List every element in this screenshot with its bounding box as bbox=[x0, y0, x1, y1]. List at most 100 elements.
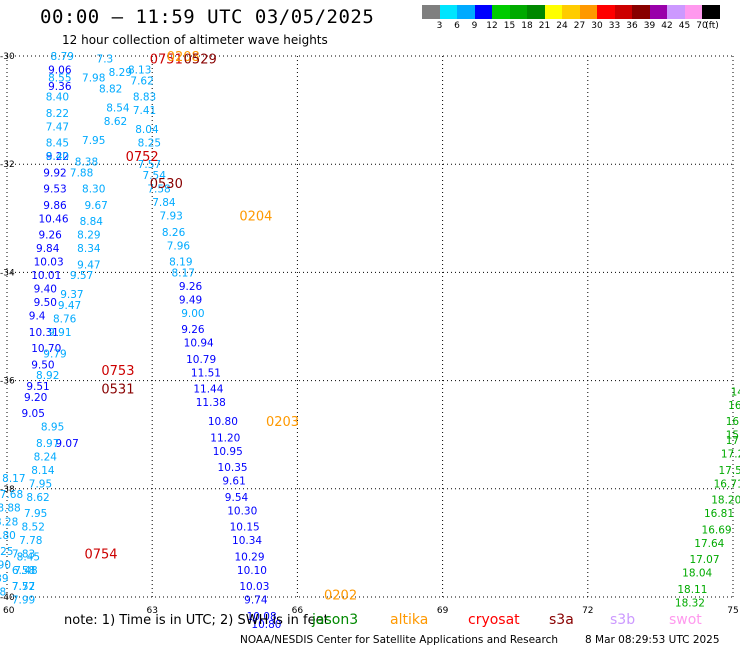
wave-height-label: 9.74 bbox=[244, 595, 268, 607]
wave-height-label: 7.62 bbox=[130, 75, 153, 87]
wave-height-label: 10.15 bbox=[230, 522, 260, 534]
wave-height-label: 9.50 bbox=[31, 359, 54, 371]
wave-height-label: 9.05 bbox=[22, 408, 45, 420]
wave-height-label: 18.20 bbox=[711, 495, 740, 507]
wave-height-label: 8.19 bbox=[169, 257, 192, 269]
wave-height-label: 7.72 bbox=[12, 581, 35, 593]
wave-height-label: 7.99 bbox=[12, 595, 35, 607]
wave-height-label: 18.04 bbox=[682, 568, 712, 580]
wave-height-label: 9.57 bbox=[70, 270, 93, 282]
wave-height-label: 16.69 bbox=[702, 524, 732, 536]
wave-height-label: 17.07 bbox=[689, 554, 719, 566]
wave-height-label: 9.37 bbox=[60, 289, 83, 301]
y-tick-label: -40 bbox=[0, 593, 15, 603]
wave-height-label: 10.34 bbox=[232, 535, 262, 547]
color-scale-label: 39 bbox=[643, 21, 656, 31]
satellite-legend-item: swot bbox=[669, 612, 702, 628]
color-scale-label: (ft) bbox=[705, 21, 719, 31]
wave-height-label: 7.95 bbox=[29, 478, 52, 490]
axis-ticks: 60 63 66 69 72 75 -30 -32 -34 -36 -38 -40 bbox=[0, 52, 739, 616]
color-scale-label: 42 bbox=[661, 21, 673, 31]
y-tick-label: -38 bbox=[0, 485, 15, 495]
wave-height-label: 10.94 bbox=[184, 338, 214, 350]
wave-height-label: 8.04 bbox=[135, 124, 159, 136]
color-swatch bbox=[457, 5, 475, 19]
color-scale-bar bbox=[422, 5, 720, 19]
wave-height-label: 7.78 bbox=[19, 535, 42, 547]
wave-height-label: 7.47 bbox=[46, 121, 69, 133]
wave-height-label: 16.81 bbox=[704, 508, 734, 520]
x-tick-label: 60 bbox=[3, 606, 15, 616]
wave-height-label: 7.3 bbox=[97, 54, 114, 66]
wave-height-label: 7.84 bbox=[152, 197, 176, 209]
pass-time-label: 0208 bbox=[167, 50, 200, 65]
color-swatch bbox=[597, 5, 615, 19]
wave-height-label: 8.52 bbox=[22, 522, 45, 534]
wave-height-label: 8.97 bbox=[36, 438, 59, 450]
pass-time-label: 0752 bbox=[126, 150, 159, 165]
color-scale-label: 36 bbox=[626, 21, 638, 31]
wave-height-label: 9.47 bbox=[77, 259, 100, 271]
satellite-legend-item: s3b bbox=[610, 612, 636, 628]
color-scale-label: 30 bbox=[591, 21, 603, 31]
wave-height-label: 7.28 bbox=[0, 587, 6, 599]
wave-height-label: 8.22 bbox=[46, 108, 69, 120]
wave-height-label: 10.80 bbox=[208, 416, 238, 428]
wave-height-label: 8.54 bbox=[106, 102, 130, 114]
wave-height-label: 10.80 bbox=[251, 619, 281, 631]
y-tick-label: -30 bbox=[0, 52, 15, 62]
wave-height-label: 16 bbox=[728, 400, 740, 412]
wave-height-label: 11.44 bbox=[193, 384, 223, 396]
wave-height-label: 10.10 bbox=[237, 565, 267, 577]
wave-height-label: 9.4 bbox=[29, 311, 46, 323]
wave-height-label: 8.28 bbox=[0, 516, 18, 528]
wave-height-label: 9.49 bbox=[179, 294, 202, 306]
wave-height-label: 9.07 bbox=[55, 438, 78, 450]
wave-height-label: 15. bbox=[726, 430, 740, 442]
color-swatch bbox=[509, 5, 527, 19]
wave-height-label: 8.92 bbox=[36, 370, 59, 382]
wave-height-label: 8.95 bbox=[41, 422, 64, 434]
wave-height-label: 18.32 bbox=[675, 597, 705, 609]
wave-height-label: 8.45 bbox=[46, 138, 69, 150]
credit-line: NOAA/NESDIS Center for Satellite Applica… bbox=[240, 634, 558, 646]
color-swatch bbox=[492, 5, 510, 19]
color-swatch bbox=[667, 5, 685, 19]
color-swatch bbox=[439, 5, 457, 19]
wave-height-label: 9.50 bbox=[34, 297, 57, 309]
wave-height-label: 10.03 bbox=[239, 581, 269, 593]
x-tick-label: 72 bbox=[582, 606, 593, 616]
color-scale-labels: 3 6 9 12 15 18 21 24 27 30 33 36 39 42 45 70 (ft) bbox=[422, 21, 740, 33]
color-swatch bbox=[562, 5, 580, 19]
color-scale-label: 70 bbox=[696, 21, 708, 31]
x-tick-label: 63 bbox=[146, 606, 157, 616]
wave-height-label: 7.48 bbox=[14, 565, 37, 577]
wave-height-label: 6.58 bbox=[12, 565, 35, 577]
wave-height-label: 11.38 bbox=[196, 397, 226, 409]
pass-time-label: 0529 bbox=[184, 53, 217, 68]
wave-height-label: 9.22 bbox=[46, 151, 69, 163]
wave-height-label: 10.30 bbox=[227, 505, 257, 517]
wave-height-label: 8.40 bbox=[46, 92, 69, 104]
wave-height-label: 9.47 bbox=[58, 300, 81, 312]
color-scale-label: 15 bbox=[503, 21, 516, 31]
color-swatch bbox=[527, 5, 545, 19]
pass-time-label: 0203 bbox=[266, 415, 299, 430]
wave-height-label: 8.82 bbox=[99, 83, 122, 95]
wave-height-label: 17.5 bbox=[718, 465, 740, 477]
wave-height-label: 8.14 bbox=[31, 465, 55, 477]
satellite-legend-item: s3a bbox=[549, 612, 574, 628]
wave-height-label: 11.20 bbox=[210, 432, 240, 444]
color-swatch bbox=[422, 5, 440, 19]
wave-height-label: 7.54 bbox=[143, 170, 167, 182]
x-tick-label: 69 bbox=[437, 606, 449, 616]
wave-height-label: 7.90 bbox=[0, 560, 11, 572]
wave-height-label: 9.84 bbox=[36, 243, 60, 255]
wave-height-label: 8.13 bbox=[128, 65, 151, 77]
wave-height-label: 9.26 bbox=[181, 324, 205, 336]
wave-height-label: 9.26 bbox=[38, 230, 62, 242]
wave-height-label: 8.83 bbox=[133, 92, 156, 104]
wave-height-label: 10.29 bbox=[234, 551, 264, 563]
wave-height-label: 8.45 bbox=[17, 551, 40, 563]
wave-height-label: 8.26 bbox=[162, 227, 186, 239]
